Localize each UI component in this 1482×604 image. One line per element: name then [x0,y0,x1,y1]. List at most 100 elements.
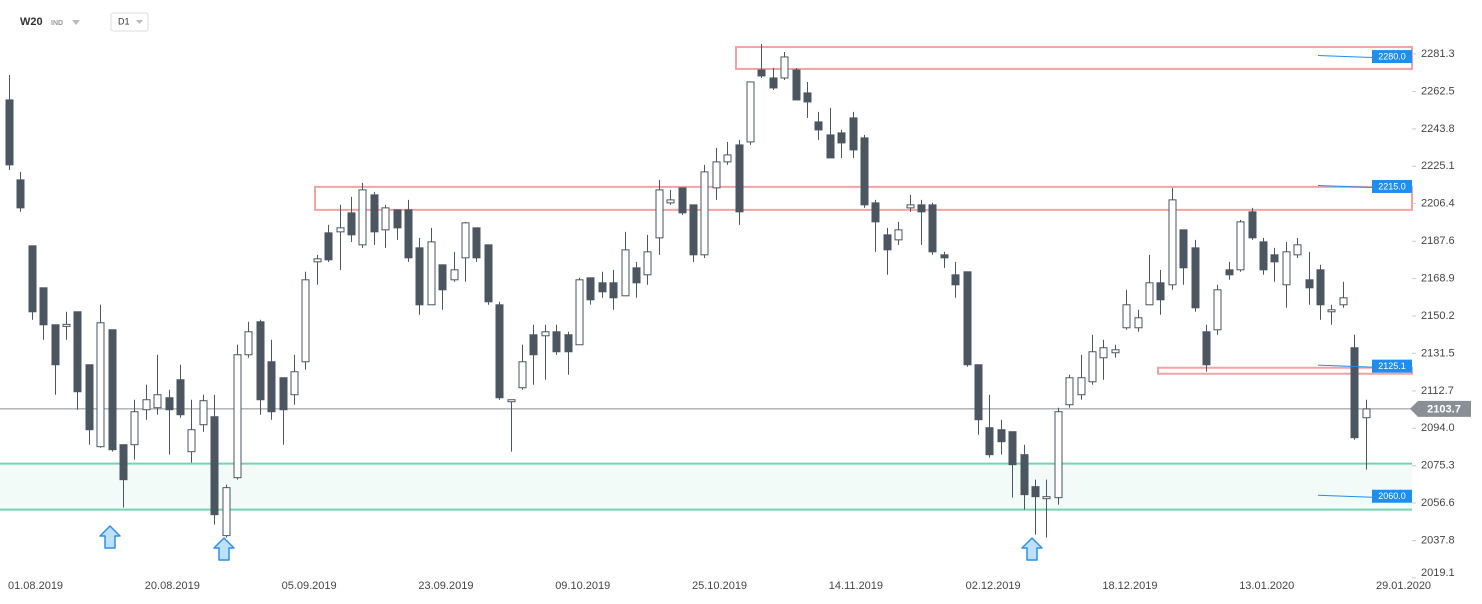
candle-body [96,322,105,448]
candle-body [746,81,755,143]
candle-body [598,282,607,293]
candle-body [484,244,493,303]
x-tick-label: 25.10.2019 [692,580,747,592]
level-connector [1317,55,1373,59]
candle-body [1350,347,1359,439]
y-tick-label: 2243.8 [1421,123,1455,135]
candle-body [415,247,424,306]
y-tick-label: 2094.0 [1421,422,1455,434]
candle-body [1065,377,1074,406]
candle-body [5,99,14,166]
candle-body [1248,211,1257,239]
candle-body [963,271,972,366]
candle-body [643,251,652,276]
y-tick-label: 2056.6 [1421,497,1455,509]
candle-body [849,117,858,151]
y-tick-label: 2168.9 [1421,273,1455,285]
zone [735,45,1413,70]
candle-body [301,279,310,363]
candle-body [244,331,253,356]
candle-body [894,229,903,241]
last-price-label: 2103.7 [1427,403,1461,415]
candle-body [529,334,538,356]
candle-body [1362,408,1371,419]
candle-body [1111,349,1120,354]
dropdown-arrow [136,20,143,24]
candle-body [792,69,801,101]
x-tick-label: 13.01.2020 [1239,580,1294,592]
candle-body [1134,317,1143,329]
candle-body [256,321,265,401]
candle-body [678,187,687,214]
candle-body [1202,331,1211,366]
candle-body [906,204,915,209]
candle-body [1305,279,1314,289]
candle-body [860,137,869,206]
candle-body [165,397,174,411]
candle-body [222,487,231,537]
candle-body [290,371,299,396]
candle-body [723,154,732,163]
candle-body [609,282,618,299]
candle-body [1122,304,1131,329]
level-box [1372,50,1412,64]
candle-body [199,400,208,426]
candle-body [279,377,288,411]
y-tick-label: 2037.8 [1421,535,1455,547]
candle-body [826,134,835,159]
candle-body [575,279,584,346]
candle-body [1293,244,1302,256]
candle-body [393,209,402,229]
candle-body [1077,377,1086,396]
candle-body [1327,309,1336,313]
x-tick-label: 02.12.2019 [966,580,1021,592]
candle-body [85,364,94,431]
candle-body [427,241,436,306]
candle-body [108,329,117,451]
level-label: 2060.0 [1378,491,1406,501]
candle-body [347,212,356,236]
x-tick-label: 18.12.2019 [1102,580,1157,592]
candle-body [1270,254,1279,263]
candle-body [837,132,846,144]
candle-body [495,304,504,399]
y-tick-label: 2262.5 [1421,85,1455,97]
candle-body [28,245,37,313]
candle-body [621,249,630,297]
dropdown-arrow[interactable] [72,20,80,25]
candle-body [940,254,949,259]
candle-body [1179,229,1188,269]
candle-body [769,77,778,89]
candle-body [153,394,162,409]
candle-body [51,324,60,366]
x-tick-label: 05.09.2019 [282,580,337,592]
x-tick-label: 09.10.2019 [555,580,610,592]
candle-body [461,222,470,259]
candle-body [1042,496,1051,500]
candle-body [336,227,345,233]
x-tick-label: 14.11.2019 [829,580,883,592]
level-connector [1317,364,1373,368]
candle-body [871,202,880,223]
y-tick-label: 2075.3 [1421,460,1455,472]
up-arrow [99,525,121,549]
x-tick-label: 20.08.2019 [145,580,200,592]
timeframe-box[interactable] [110,12,149,32]
candle-body [267,361,276,413]
candle-body [187,429,196,453]
candle-body [1145,282,1154,306]
candle-body [666,199,675,204]
candle-body [928,204,937,253]
candle-body [358,189,367,246]
candle-body [951,274,960,286]
level-connector [1317,494,1373,498]
candle-body [552,331,561,353]
symbol: W20 [20,16,43,28]
candle-body [1213,289,1222,331]
candle-body [381,207,390,231]
candle-body [1031,486,1040,498]
candle-body [917,204,926,213]
candle-body [689,204,698,256]
candle-body [564,334,573,353]
x-tick-label: 23.09.2019 [418,580,473,592]
